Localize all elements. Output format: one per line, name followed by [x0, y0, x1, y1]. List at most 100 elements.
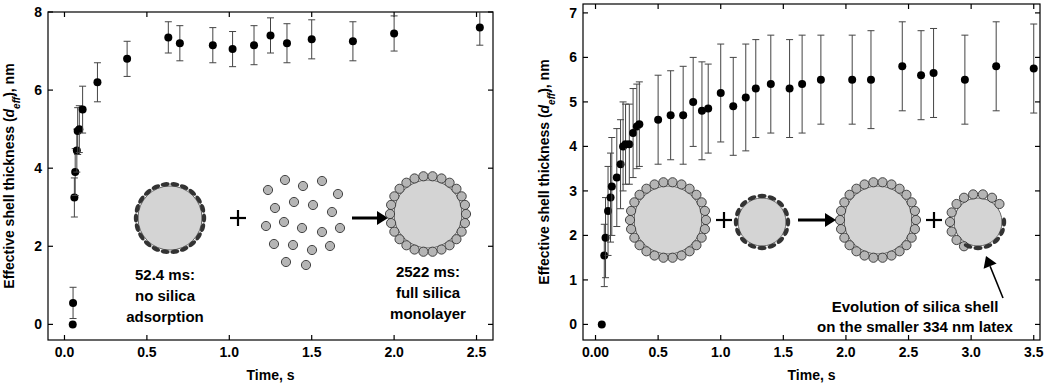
error-bar-cap	[267, 53, 274, 54]
y-tick	[48, 89, 53, 90]
error-bar-cap	[229, 31, 236, 32]
error-bar-cap	[229, 66, 236, 67]
silica-particle	[952, 235, 961, 244]
error-bar-cap	[251, 64, 258, 65]
surface-group	[170, 249, 180, 255]
plot-frame	[583, 4, 1040, 340]
error-bar-cap	[918, 119, 925, 120]
error-bar-cap	[930, 28, 937, 29]
error-bar-cap	[176, 25, 183, 26]
x-tick	[64, 12, 65, 17]
error-bar-cap	[667, 70, 674, 71]
silica-particle	[390, 227, 399, 236]
error-bar-cap	[391, 51, 398, 52]
x-tick	[720, 4, 721, 9]
silica-particle	[625, 215, 634, 224]
x-tick-label: 3.0	[961, 344, 981, 360]
arrow-shaft	[990, 266, 1003, 298]
error-bar	[209, 28, 216, 63]
x-tick	[476, 335, 477, 340]
error-bar	[476, 12, 483, 45]
data-point	[717, 89, 725, 97]
annotation-line: adsorption	[126, 308, 204, 325]
data-point	[992, 62, 1000, 70]
error-bar	[283, 24, 290, 63]
y-tick	[48, 246, 53, 247]
silica-particle	[627, 206, 636, 215]
x-tick-label: 1.5	[302, 344, 322, 360]
error-bar	[680, 66, 687, 164]
x-tick-label: 2.5	[467, 344, 487, 360]
arrow-shaft	[798, 219, 825, 222]
y-tick	[1035, 12, 1040, 13]
silica-particle	[840, 233, 849, 242]
y-tick-label: 8	[34, 4, 42, 20]
error-bar	[79, 86, 86, 133]
surface-group	[992, 236, 1001, 245]
error-bar-cap	[124, 41, 131, 42]
error-bar-cap	[730, 155, 737, 156]
silica-particle	[270, 203, 279, 212]
error-bar-cap	[607, 153, 614, 154]
data-point	[742, 93, 750, 101]
error-bar	[71, 178, 78, 217]
error-bar	[705, 64, 712, 153]
error-bar	[267, 18, 274, 53]
y-tick	[1035, 235, 1040, 236]
y-tick	[583, 57, 588, 58]
surface-group	[187, 188, 197, 197]
error-bar-cap	[605, 255, 612, 256]
error-bar-cap	[633, 168, 640, 169]
x-tick	[658, 4, 659, 9]
latex-particle	[394, 180, 462, 248]
surface-group	[782, 227, 790, 237]
arrow-head	[825, 213, 836, 227]
error-bar-cap	[742, 150, 749, 151]
surface-group	[134, 214, 138, 223]
surface-group	[758, 246, 767, 250]
x-tick	[783, 335, 784, 340]
silica-particle	[700, 224, 709, 233]
error-bar-cap	[636, 81, 643, 82]
error-bar-cap	[786, 137, 793, 138]
error-bar-cap	[94, 62, 101, 63]
y-tick	[1035, 324, 1040, 325]
silica-particle	[410, 174, 419, 183]
error-bar-cap	[993, 21, 1000, 22]
silica-particle	[837, 224, 846, 233]
silica-particle	[263, 185, 272, 194]
annotation: 52.4 ms:no silicaadsorption	[126, 266, 204, 325]
silica-particle	[869, 178, 878, 187]
silica-particle	[428, 247, 437, 256]
error-bar	[752, 40, 759, 138]
error-bar	[1030, 24, 1037, 113]
silica-particle	[261, 221, 270, 230]
silica-particle	[288, 240, 297, 249]
y-tick	[583, 324, 588, 325]
x-tick-label: 2.0	[384, 344, 404, 360]
error-bar-cap	[786, 39, 793, 40]
error-bar	[94, 63, 101, 102]
surface-group	[170, 182, 180, 188]
y-tick-label: 0	[34, 316, 42, 332]
error-bar	[124, 41, 131, 76]
error-bar-cap	[961, 35, 968, 36]
arrow-head	[984, 256, 997, 269]
surface-group	[758, 194, 767, 198]
error-bar	[961, 35, 968, 124]
y-axis-title: Effective shell thickness (deff), nm	[1, 63, 22, 288]
data-point	[961, 76, 969, 84]
error-bar	[626, 104, 633, 184]
error-bar-cap	[165, 53, 172, 54]
error-bar	[730, 57, 737, 155]
x-tick	[229, 12, 230, 17]
error-bar-cap	[867, 128, 874, 129]
surface-group	[782, 207, 790, 217]
silica-particle	[650, 180, 659, 189]
x-tick	[783, 4, 784, 9]
x-tick	[595, 4, 596, 9]
plus-sign	[933, 212, 935, 228]
y-tick-label: 2	[569, 227, 577, 243]
surface-group	[137, 195, 146, 205]
silica-particle	[887, 251, 896, 260]
